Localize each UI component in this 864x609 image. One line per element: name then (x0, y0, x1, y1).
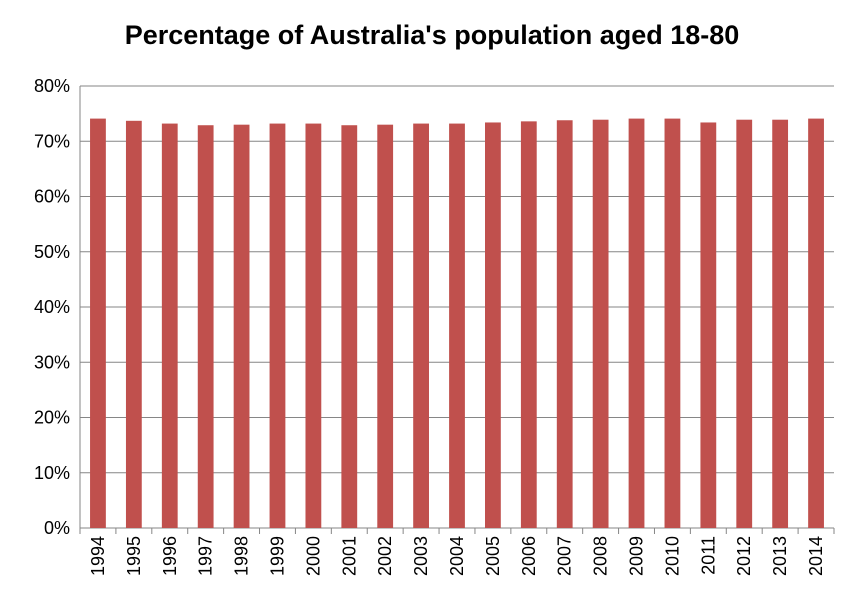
x-tick-label: 1996 (160, 536, 180, 576)
bar-2006 (520, 121, 537, 529)
chart-title: Percentage of Australia's population age… (124, 20, 740, 50)
bar-1994 (90, 118, 106, 528)
x-tick-label: 2007 (555, 536, 575, 576)
bar-2000 (305, 123, 322, 528)
x-tick-label: 2006 (519, 536, 539, 576)
x-tick-label: 2012 (734, 536, 754, 576)
bar-2013 (772, 119, 789, 528)
x-tick-label: 1998 (232, 536, 252, 576)
x-tick-label: 2009 (627, 536, 647, 576)
bar-1998 (233, 124, 250, 529)
x-tick-label: 2013 (770, 536, 790, 576)
x-tick-label: 1999 (267, 536, 287, 576)
y-tick-label: 50% (34, 242, 70, 262)
x-tick-label: 2011 (698, 536, 718, 575)
y-tick-label: 10% (34, 463, 70, 483)
bar-2003 (413, 123, 429, 528)
bar-2010 (664, 118, 681, 528)
bar-2011 (700, 122, 717, 528)
y-tick-label: 20% (34, 408, 70, 428)
bar-2004 (449, 123, 465, 528)
x-tick-label: 2000 (303, 536, 323, 576)
x-tick-label: 2004 (447, 536, 467, 576)
x-tick-label: 2003 (411, 536, 431, 576)
y-tick-label: 0% (44, 518, 70, 538)
bar-1995 (125, 120, 142, 529)
x-tick-label: 2008 (591, 536, 611, 576)
bar-2012 (736, 119, 753, 528)
bar-1996 (161, 123, 178, 528)
x-tick-label: 2014 (806, 536, 826, 576)
x-tick-label: 1995 (124, 536, 144, 576)
bar-1997 (197, 125, 214, 528)
y-tick-label: 60% (34, 187, 70, 207)
y-tick-label: 30% (34, 352, 70, 372)
x-tick-label: 1997 (196, 536, 216, 576)
x-tick-label: 2005 (483, 536, 503, 576)
y-tick-label: 80% (34, 76, 70, 96)
y-tick-label: 40% (34, 297, 70, 317)
x-tick-label: 2002 (375, 536, 395, 576)
bar-2009 (628, 118, 645, 528)
bar-2005 (485, 122, 501, 528)
bar-1999 (269, 123, 286, 528)
bar-2001 (341, 125, 358, 528)
y-tick-label: 70% (34, 131, 70, 151)
x-tick-label: 2010 (662, 536, 682, 576)
bar-2007 (556, 120, 573, 528)
x-tick-label: 1994 (88, 536, 108, 576)
bar-2008 (592, 119, 609, 528)
bar-2014 (808, 118, 824, 528)
bar-2002 (377, 124, 394, 529)
x-tick-label: 2001 (339, 536, 359, 576)
